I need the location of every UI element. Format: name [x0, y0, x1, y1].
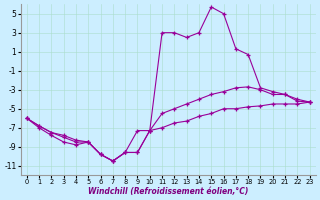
X-axis label: Windchill (Refroidissement éolien,°C): Windchill (Refroidissement éolien,°C) — [88, 187, 248, 196]
